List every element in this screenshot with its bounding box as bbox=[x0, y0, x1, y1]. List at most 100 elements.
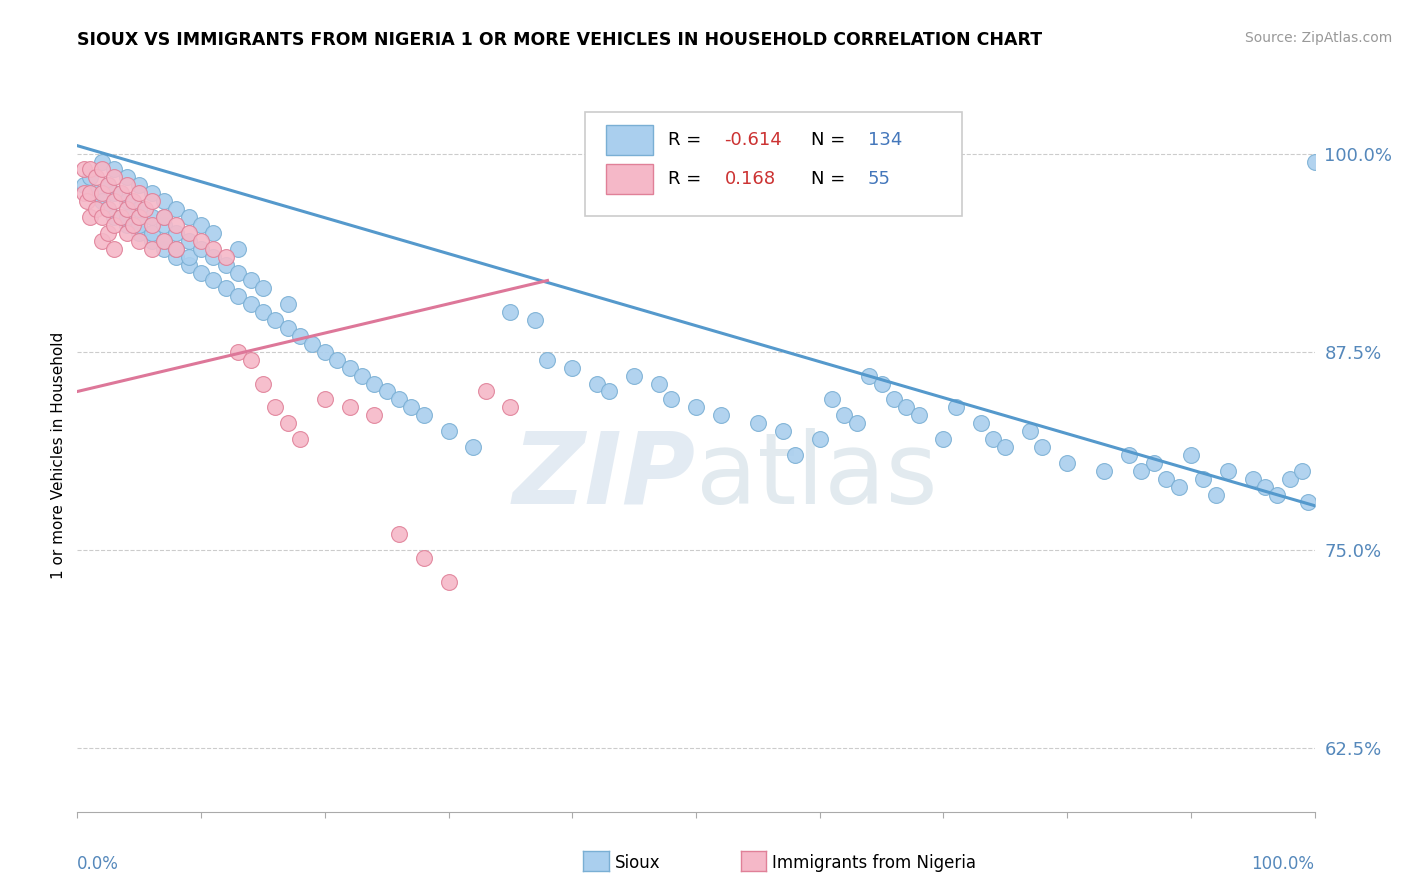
Point bbox=[1130, 464, 1153, 478]
Point bbox=[153, 234, 176, 248]
Text: 0.168: 0.168 bbox=[724, 169, 776, 187]
Point bbox=[165, 250, 187, 264]
Text: -0.614: -0.614 bbox=[724, 130, 782, 148]
Point bbox=[339, 401, 361, 415]
Point bbox=[277, 416, 299, 430]
Text: N =: N = bbox=[811, 130, 851, 148]
Point bbox=[1031, 440, 1053, 454]
Point bbox=[363, 409, 385, 423]
Point bbox=[128, 226, 150, 240]
Text: Sioux: Sioux bbox=[614, 855, 659, 872]
Point bbox=[153, 210, 176, 224]
Point bbox=[110, 186, 132, 201]
Point bbox=[103, 242, 125, 256]
Text: 134: 134 bbox=[868, 130, 903, 148]
Point bbox=[190, 266, 212, 280]
Point bbox=[870, 376, 893, 391]
Point bbox=[153, 210, 176, 224]
Point bbox=[110, 210, 132, 224]
Point bbox=[91, 154, 114, 169]
Point bbox=[783, 448, 806, 462]
Point bbox=[177, 234, 200, 248]
Point bbox=[91, 210, 114, 224]
Point bbox=[190, 234, 212, 248]
Point bbox=[97, 178, 120, 193]
Point bbox=[499, 401, 522, 415]
Point bbox=[561, 360, 583, 375]
Point bbox=[215, 281, 238, 295]
Point bbox=[115, 210, 138, 224]
Point bbox=[202, 250, 225, 264]
Point bbox=[103, 186, 125, 201]
Bar bbox=[606, 164, 652, 194]
Point bbox=[375, 384, 398, 399]
Point bbox=[339, 360, 361, 375]
Point bbox=[153, 218, 176, 232]
Point bbox=[84, 170, 107, 185]
Point bbox=[623, 368, 645, 383]
Point bbox=[747, 416, 769, 430]
Point bbox=[412, 551, 434, 566]
Point bbox=[524, 313, 547, 327]
Point bbox=[97, 202, 120, 216]
Point bbox=[659, 392, 682, 407]
Point bbox=[79, 210, 101, 224]
Point bbox=[388, 527, 411, 541]
Point bbox=[536, 352, 558, 367]
Point bbox=[463, 440, 485, 454]
Point bbox=[79, 170, 101, 185]
Point bbox=[252, 281, 274, 295]
Text: Source: ZipAtlas.com: Source: ZipAtlas.com bbox=[1244, 31, 1392, 45]
Point bbox=[401, 401, 423, 415]
Point bbox=[388, 392, 411, 407]
Point bbox=[91, 186, 114, 201]
Point bbox=[190, 218, 212, 232]
Point bbox=[1205, 487, 1227, 501]
Point bbox=[1267, 487, 1289, 501]
Point bbox=[115, 194, 138, 209]
Point bbox=[91, 194, 114, 209]
Point bbox=[79, 186, 101, 201]
Point bbox=[128, 178, 150, 193]
Point bbox=[1291, 464, 1313, 478]
FancyBboxPatch shape bbox=[585, 112, 962, 216]
Point bbox=[141, 186, 163, 201]
Point bbox=[72, 178, 94, 193]
Point bbox=[202, 242, 225, 256]
Point bbox=[72, 162, 94, 177]
Point bbox=[981, 432, 1004, 446]
Point bbox=[226, 289, 249, 303]
Point bbox=[1092, 464, 1115, 478]
Point bbox=[437, 574, 460, 589]
Bar bbox=[606, 125, 652, 155]
Point bbox=[141, 242, 163, 256]
Point bbox=[141, 226, 163, 240]
Point bbox=[586, 376, 609, 391]
Point bbox=[177, 226, 200, 240]
Point bbox=[239, 297, 262, 311]
Point bbox=[103, 194, 125, 209]
Point bbox=[648, 376, 671, 391]
Text: 0.0%: 0.0% bbox=[77, 855, 120, 872]
Point bbox=[141, 234, 163, 248]
Point bbox=[772, 424, 794, 438]
Point bbox=[969, 416, 991, 430]
Point bbox=[215, 258, 238, 272]
Text: atlas: atlas bbox=[696, 428, 938, 524]
Point bbox=[153, 234, 176, 248]
Point bbox=[128, 234, 150, 248]
Point bbox=[97, 202, 120, 216]
Point bbox=[76, 194, 98, 209]
Point bbox=[1056, 456, 1078, 470]
Point bbox=[79, 162, 101, 177]
Point bbox=[363, 376, 385, 391]
Point bbox=[134, 202, 156, 216]
Point bbox=[858, 368, 880, 383]
Point bbox=[264, 313, 287, 327]
Point bbox=[103, 170, 125, 185]
Point bbox=[97, 226, 120, 240]
Point bbox=[288, 329, 311, 343]
Point bbox=[1216, 464, 1239, 478]
Point bbox=[1118, 448, 1140, 462]
Point bbox=[226, 242, 249, 256]
